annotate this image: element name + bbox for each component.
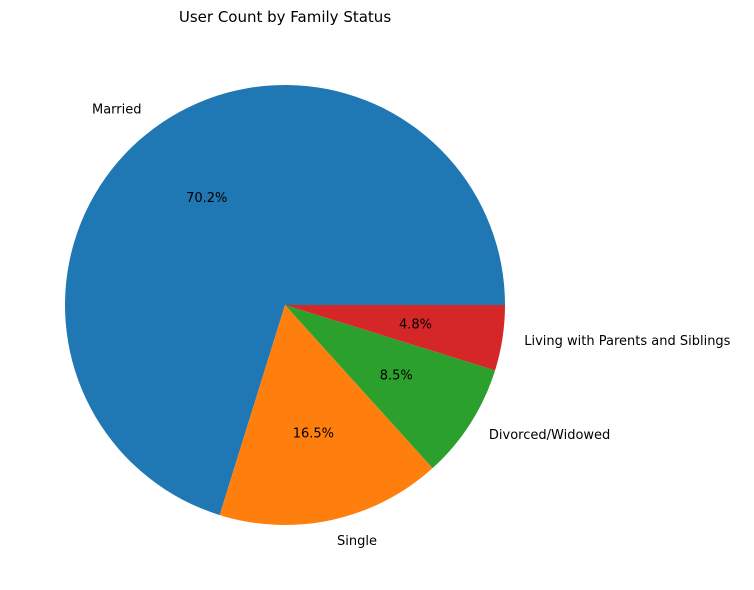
slice-percent-living-with-parents-and-siblings: 4.8% [399,317,432,332]
pie-slice-married [64,84,505,516]
slice-percent-married: 70.2% [186,191,227,206]
pie-slices [64,84,505,525]
pie-labels: Married 70.2% Single 16.5% Divorced/Widowed 8… [92,103,731,549]
slice-label-married: Married [92,103,142,118]
slice-percent-divorced-widowed: 8.5% [380,369,413,384]
pie-slice-living-with-parents-and-siblings [285,305,505,371]
chart-title: User Count by Family Status [179,8,391,26]
slice-label-single: Single [337,534,377,549]
slice-label-living-with-parents-and-siblings: Living with Parents and Siblings [524,334,730,349]
slice-label-divorced-widowed: Divorced/Widowed [489,428,610,443]
slice-percent-single: 16.5% [293,426,334,441]
pie-slice-single [219,305,433,525]
pie-slice-divorced-widowed [285,305,496,469]
